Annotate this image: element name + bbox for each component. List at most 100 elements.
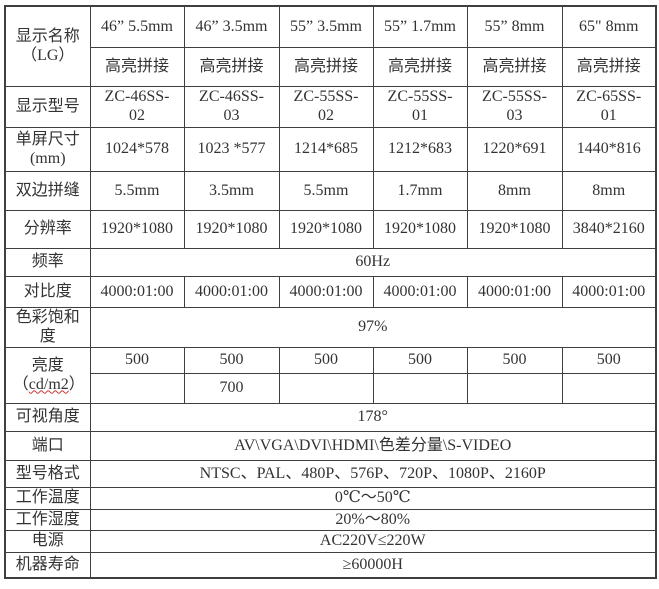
- size-header-cell: 65" 8mm: [561, 5, 657, 48]
- brightness-unit: （cd/m2）: [12, 375, 85, 395]
- table-row: 电源 AC220V≤220W: [4, 530, 657, 553]
- table-row: 单屏尺寸(mm) 1024*578 1023 *577 1214*685 121…: [4, 127, 657, 172]
- contrast-cell: 4000:01:00: [89, 276, 185, 308]
- lifespan-cell: ≥60000H: [89, 552, 657, 579]
- panel-size-cell: 1023 *577: [183, 127, 280, 172]
- saturation-cell: 97%: [89, 307, 657, 348]
- ports-cell: AV\VGA\DVI\HDMI\色差分量\S-VIDEO: [89, 431, 657, 461]
- model-cell: ZC-65SS-01: [561, 86, 657, 128]
- brightness-cell: 700: [183, 373, 280, 404]
- bezel-cell: 8mm: [561, 171, 657, 211]
- panel-size-cell: 1212*683: [372, 127, 468, 172]
- model-cell: ZC-46SS-02: [89, 86, 185, 128]
- brightness-cell: 500: [278, 347, 374, 374]
- size-header-cell: 55” 1.7mm: [372, 5, 468, 48]
- model-value: ZC-65SS-01: [576, 88, 642, 124]
- panel-size-cell: 1220*691: [466, 127, 563, 172]
- subtitle-cell: 高亮拼接: [183, 47, 280, 87]
- saturation-label: 色彩饱和度: [15, 308, 80, 345]
- bezel-cell: 1.7mm: [372, 171, 468, 211]
- brightness-cell: 500: [89, 347, 185, 374]
- row-label-lifespan: 机器寿命: [4, 552, 91, 579]
- brightness-cell: [278, 373, 374, 404]
- table-row: 对比度 4000:01:00 4000:01:00 4000:01:00 400…: [4, 276, 657, 308]
- resolution-cell: 1920*1080: [278, 210, 374, 249]
- temperature-cell: 0℃～50℃: [89, 487, 657, 510]
- row-label-contrast: 对比度: [4, 276, 91, 308]
- table-row: 型号格式 NTSC、PAL、480P、576P、720P、1080P、2160P: [4, 460, 657, 488]
- table-row: 可视角度 178°: [4, 403, 657, 432]
- resolution-cell: 1920*1080: [372, 210, 468, 249]
- humidity-cell: 20%～80%: [89, 509, 657, 531]
- brightness-cell: [466, 373, 563, 404]
- brightness-label-text: 亮度: [31, 356, 64, 374]
- table-row: 700: [5, 373, 657, 404]
- subtitle-cell: 高亮拼接: [89, 47, 185, 87]
- display-name-label: 显示名称（LG）: [15, 27, 80, 64]
- table-row: 机器寿命 ≥60000H: [4, 552, 657, 579]
- table-row: 显示型号 ZC-46SS-02 ZC-46SS-03 ZC-55SS-02 ZC…: [4, 86, 657, 128]
- table-row: 亮度 （cd/m2） 500 500 500 500 500 500: [4, 347, 657, 404]
- contrast-cell: 4000:01:00: [278, 276, 374, 308]
- contrast-cell: 4000:01:00: [183, 276, 280, 308]
- model-value: ZC-46SS-03: [199, 88, 264, 124]
- formats-cell: NTSC、PAL、480P、576P、720P、1080P、2160P: [89, 460, 657, 488]
- subtitle-cell: 高亮拼接: [278, 47, 374, 87]
- table-row: 频率 60Hz: [4, 248, 657, 277]
- bezel-cell: 5.5mm: [278, 171, 374, 211]
- row-label-temperature: 工作温度: [4, 487, 91, 510]
- resolution-cell: 1920*1080: [183, 210, 280, 249]
- size-header-cell: 46” 3.5mm: [183, 5, 280, 48]
- row-label-model: 显示型号: [4, 86, 91, 128]
- brightness-unit-text: cd/m2: [28, 375, 69, 393]
- panel-size-cell: 1024*578: [89, 127, 185, 172]
- table-row: 显示名称（LG） 46” 5.5mm 46” 3.5mm 55” 3.5mm 5…: [4, 5, 657, 87]
- model-cell: ZC-55SS-01: [372, 86, 468, 128]
- subtitle-cell: 高亮拼接: [561, 47, 657, 87]
- row-label-ports: 端口: [4, 431, 91, 461]
- contrast-cell: 4000:01:00: [372, 276, 468, 308]
- table-row: 色彩饱和度 97%: [4, 307, 657, 348]
- brightness-label: 亮度 （cd/m2）: [12, 356, 85, 395]
- size-header-cell: 55” 3.5mm: [278, 5, 374, 48]
- brightness-cell: [372, 373, 468, 404]
- row-label-brightness: 亮度 （cd/m2）: [4, 347, 91, 404]
- viewing-angle-cell: 178°: [89, 403, 657, 432]
- table-row: 高亮拼接 高亮拼接 高亮拼接 高亮拼接 高亮拼接 高亮拼接: [5, 47, 657, 87]
- row-label-power: 电源: [4, 530, 91, 553]
- bezel-cell: 5.5mm: [89, 171, 185, 211]
- row-label-formats: 型号格式: [4, 460, 91, 488]
- brightness-cell: [89, 373, 185, 404]
- row-label-panel-size: 单屏尺寸(mm): [4, 127, 91, 172]
- table-row: 工作湿度 20%～80%: [4, 509, 657, 531]
- bezel-cell: 3.5mm: [183, 171, 280, 211]
- model-cell: ZC-55SS-03: [466, 86, 563, 128]
- brightness-unit-close: ）: [68, 375, 85, 393]
- model-cell: ZC-46SS-03: [183, 86, 280, 128]
- subtitle-cell: 高亮拼接: [372, 47, 468, 87]
- spec-table: 显示名称（LG） 46” 5.5mm 46” 3.5mm 55” 3.5mm 5…: [4, 5, 657, 579]
- row-label-saturation: 色彩饱和度: [4, 307, 91, 348]
- frequency-cell: 60Hz: [89, 248, 657, 277]
- bezel-cell: 8mm: [466, 171, 563, 211]
- model-value: ZC-46SS-02: [104, 88, 170, 124]
- brightness-cell: 500: [372, 347, 468, 374]
- table-row: 端口 AV\VGA\DVI\HDMI\色差分量\S-VIDEO: [4, 431, 657, 461]
- row-label-viewing-angle: 可视角度: [4, 403, 91, 432]
- row-label-display-name: 显示名称（LG）: [4, 5, 91, 87]
- brightness-unit-open: （: [12, 375, 29, 393]
- row-label-resolution: 分辨率: [4, 210, 91, 249]
- model-value: ZC-55SS-03: [482, 88, 547, 124]
- size-header-cell: 55” 8mm: [466, 5, 563, 48]
- panel-size-cell: 1440*816: [561, 127, 657, 172]
- model-value: ZC-55SS-02: [293, 88, 359, 124]
- panel-size-cell: 1214*685: [278, 127, 374, 172]
- resolution-cell: 1920*1080: [89, 210, 185, 249]
- table-row: 分辨率 1920*1080 1920*1080 1920*1080 1920*1…: [4, 210, 657, 249]
- contrast-cell: 4000:01:00: [561, 276, 657, 308]
- panel-size-label: 单屏尺寸(mm): [15, 130, 80, 167]
- brightness-cell: 500: [561, 347, 657, 374]
- power-cell: AC220V≤220W: [89, 530, 657, 553]
- row-label-bezel: 双边拼缝: [4, 171, 91, 211]
- brightness-cell: [561, 373, 657, 404]
